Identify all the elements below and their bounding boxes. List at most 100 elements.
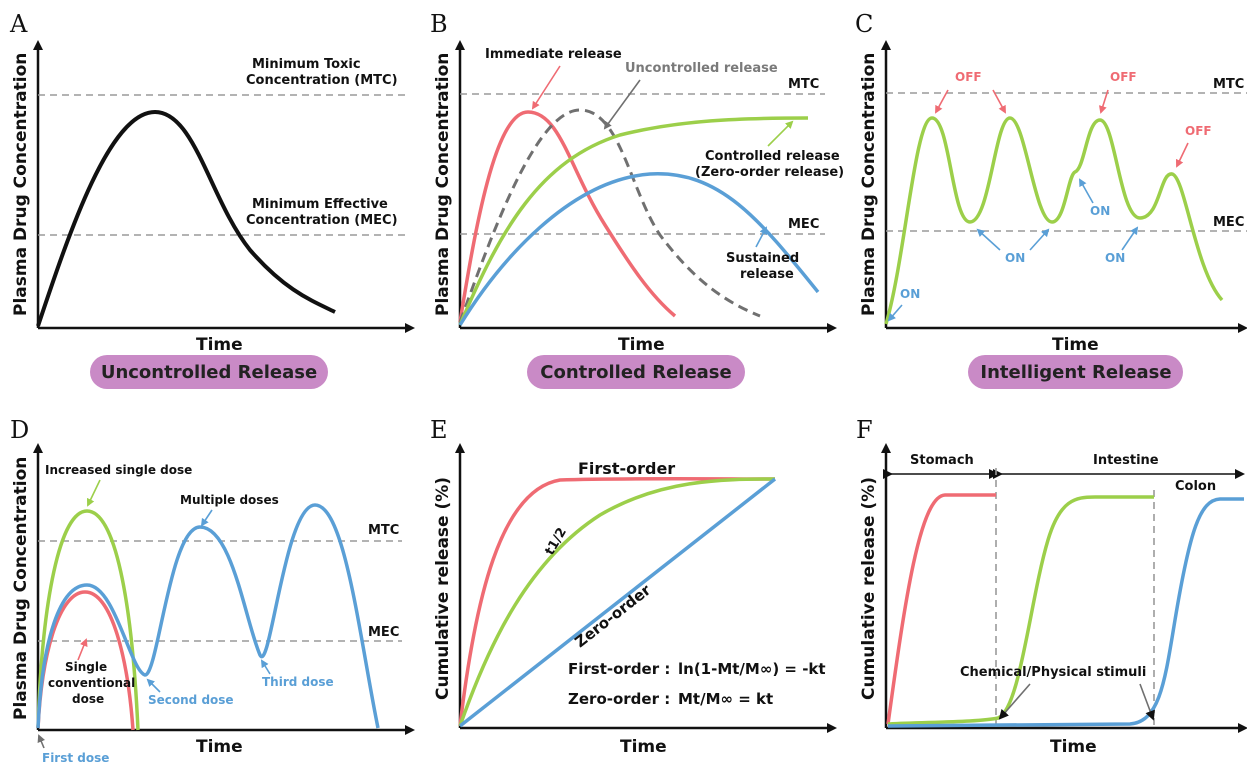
panel-a: A Plasma Drug Concentration Time Minimum…: [9, 10, 415, 389]
badge-uncontrolled: [90, 355, 328, 389]
controlled-label-1: Controlled release: [705, 149, 840, 164]
immediate-release-label: Immediate release: [485, 47, 622, 62]
controlled-arrow: [767, 120, 794, 147]
second-dose-label: Second dose: [148, 693, 234, 707]
stimuli-arrow-2: [1139, 683, 1155, 721]
mec-label-c: MEC: [1213, 215, 1244, 230]
on-label-3: ON: [1105, 251, 1125, 265]
mtc-label-d: MTC: [368, 523, 399, 538]
panel-letter-f: F: [856, 416, 873, 444]
x-label-e: Time: [620, 737, 667, 757]
x-label-b: Time: [618, 335, 665, 355]
eq2-label: Zero-order :: [568, 690, 670, 708]
sustained-arrow: [755, 226, 767, 248]
controlled-label-2: (Zero-order release): [695, 165, 844, 180]
y-label-d: Plasma Drug Concentration: [11, 457, 31, 720]
single-label-1: Single: [65, 660, 107, 674]
single-arrow: [77, 638, 88, 661]
first-order-label: First-order: [578, 459, 675, 478]
x-label-c: Time: [1052, 335, 1099, 355]
uncontrolled-curve: [36, 109, 336, 327]
stimuli-arrow-1: [998, 683, 1031, 720]
on-label-0: ON: [900, 287, 920, 301]
eq2-formula: Mt/M∞ = kt: [678, 690, 773, 708]
panel-letter-a: A: [9, 10, 28, 38]
colon-label: Colon: [1175, 479, 1216, 494]
panel-f: F Cumulative release (%) Time Stomach In…: [856, 416, 1247, 757]
eq1-label: First-order :: [568, 660, 670, 678]
immediate-release-curve: [458, 110, 677, 323]
on-arrow-0: [887, 304, 903, 322]
stomach-label: Stomach: [910, 453, 974, 468]
third-dose-label: Third dose: [262, 675, 334, 689]
stimuli-label: Chemical/Physical stimuli: [960, 665, 1146, 680]
panel-c: C Plasma Drug Concentration Time MTC MEC…: [855, 10, 1247, 389]
mec-label-a-1: Minimum Effective: [252, 197, 388, 212]
controlled-release-curve: [458, 116, 809, 326]
zero-order-curve: [458, 477, 777, 728]
mec-label-b: MEC: [788, 217, 819, 232]
increased-dose-curve: [36, 509, 140, 731]
badge-intelligent-text: Intelligent Release: [980, 362, 1171, 383]
on-label-1: ON: [1005, 251, 1025, 265]
multiple-dose-curve: [36, 503, 380, 729]
off-arrow-2: [992, 89, 1006, 114]
badge-uncontrolled-text: Uncontrolled Release: [101, 362, 317, 383]
increased-label: Increased single dose: [45, 463, 192, 477]
sustained-label-1: Sustained: [726, 251, 799, 266]
panel-e: E Cumulative release (%) Time First-orde…: [430, 416, 837, 757]
immediate-arrow: [531, 65, 561, 110]
y-label-b: Plasma Drug Concentration: [433, 53, 453, 316]
off-label-2: OFF: [1110, 70, 1137, 84]
stomach-release-curve: [886, 493, 996, 725]
third-arrow: [260, 659, 271, 675]
off-arrow-3: [1099, 89, 1109, 114]
panel-letter-d: D: [10, 416, 29, 444]
y-label-e: Cumulative release (%): [433, 477, 453, 700]
panel-letter-b: B: [430, 10, 448, 38]
first-dose-label: First dose: [42, 751, 109, 763]
t-half-curve: [458, 477, 776, 727]
single-label-2: conventional: [48, 676, 135, 690]
sustained-label-2: release: [740, 267, 794, 282]
off-arrow-4: [1175, 142, 1189, 168]
mec-label-d: MEC: [368, 625, 399, 640]
badge-intelligent: [968, 355, 1183, 389]
multiple-label: Multiple doses: [180, 493, 279, 507]
single-label-3: dose: [72, 692, 104, 706]
badge-controlled-text: Controlled Release: [540, 362, 731, 383]
mec-label-a-2: Concentration (MEC): [246, 213, 398, 228]
x-label-f: Time: [1050, 737, 1097, 757]
mtc-label-a-2: Concentration (MTC): [246, 73, 398, 88]
x-label-a: Time: [196, 335, 243, 355]
panel-d: D Plasma Drug Concentration Time MTC MEC…: [10, 416, 415, 763]
second-arrow: [146, 678, 161, 693]
intestine-release-curve: [887, 495, 1154, 726]
y-label-c: Plasma Drug Concentration: [859, 53, 879, 316]
multiple-arrow: [200, 509, 213, 527]
uncontrolled-release-curve: [458, 108, 761, 323]
on-arrow-3: [1079, 178, 1094, 204]
panel-letter-c: C: [855, 10, 873, 38]
on-arrow-4: [1121, 226, 1139, 251]
mtc-label-c: MTC: [1213, 77, 1244, 92]
on-label-2: ON: [1090, 204, 1110, 218]
increased-arrow: [86, 479, 101, 507]
panel-letter-e: E: [430, 416, 448, 444]
uncontrolled-arrow: [603, 79, 641, 130]
intestine-label: Intestine: [1093, 453, 1159, 468]
on-arrow-2: [1029, 228, 1050, 251]
off-arrow-1: [935, 89, 949, 114]
panel-b: B Plasma Drug Concentration Time MTC MEC…: [430, 10, 844, 389]
zero-order-label: Zero-order: [571, 581, 654, 652]
x-label-d: Time: [196, 737, 243, 757]
mtc-label-b: MTC: [788, 77, 819, 92]
badge-controlled: [527, 355, 745, 389]
off-label-1: OFF: [955, 70, 982, 84]
eq1-formula: ln(1-Mt/M∞) = -kt: [678, 660, 826, 678]
y-label-a: Plasma Drug Concentration: [11, 53, 31, 316]
intelligent-release-curve: [884, 116, 1224, 325]
off-label-3: OFF: [1185, 124, 1212, 138]
uncontrolled-release-label: Uncontrolled release: [625, 61, 778, 76]
